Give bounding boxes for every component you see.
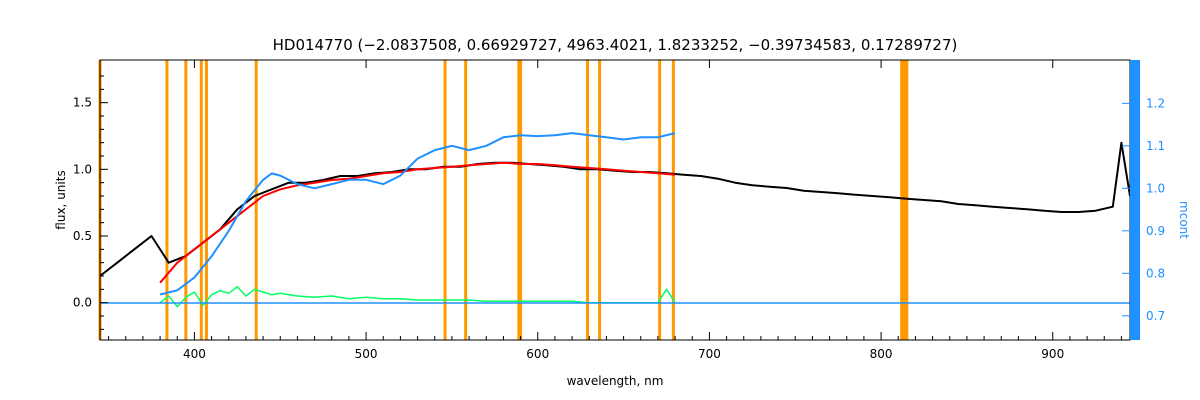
series-residual	[159, 285, 676, 308]
mask-lines	[98, 60, 909, 340]
y2-tick-label-5: 1.2	[1146, 96, 1165, 110]
x-tick-label-600: 600	[526, 347, 549, 361]
y2-tick-label-4: 1.1	[1146, 139, 1165, 153]
y2-tick-label-2: 0.9	[1146, 224, 1165, 238]
series-layer	[99, 132, 1131, 308]
x-tick-label-900: 900	[1041, 347, 1064, 361]
y-tick-label-3: 1.5	[73, 96, 92, 110]
right-axis-bar	[1130, 60, 1140, 340]
series-model	[159, 161, 676, 284]
y2-tick-label-1: 0.8	[1146, 266, 1165, 280]
y-tick-label-1: 0.5	[73, 229, 92, 243]
y-tick-label-0: 0.0	[73, 296, 92, 310]
y-tick-label-2: 1.0	[73, 162, 92, 176]
x-tick-label-400: 400	[183, 347, 206, 361]
y2-axis-label: mcont	[1177, 201, 1191, 239]
y-axis: 0.0 0.5 1.0 1.5	[73, 75, 108, 330]
x-tick-label-800: 800	[870, 347, 893, 361]
series-continuum	[159, 132, 676, 296]
y2-tick-label-0: 0.7	[1146, 309, 1165, 323]
chart-title: HD014770 (−2.0837508, 0.66929727, 4963.4…	[273, 36, 958, 54]
series-observed	[99, 141, 1131, 277]
x-tick-label-700: 700	[698, 347, 721, 361]
y2-tick-label-3: 1.0	[1146, 181, 1165, 195]
y2-axis: 0.7 0.8 0.9 1.0 1.1 1.2	[1122, 96, 1165, 323]
x-tick-label-500: 500	[355, 347, 378, 361]
y-axis-label: flux, units	[54, 170, 68, 229]
plot-frame	[99, 59, 1131, 341]
x-axis-label: wavelength, nm	[567, 374, 664, 388]
x-axis: 400 500 600 700 800 900	[108, 60, 1122, 361]
